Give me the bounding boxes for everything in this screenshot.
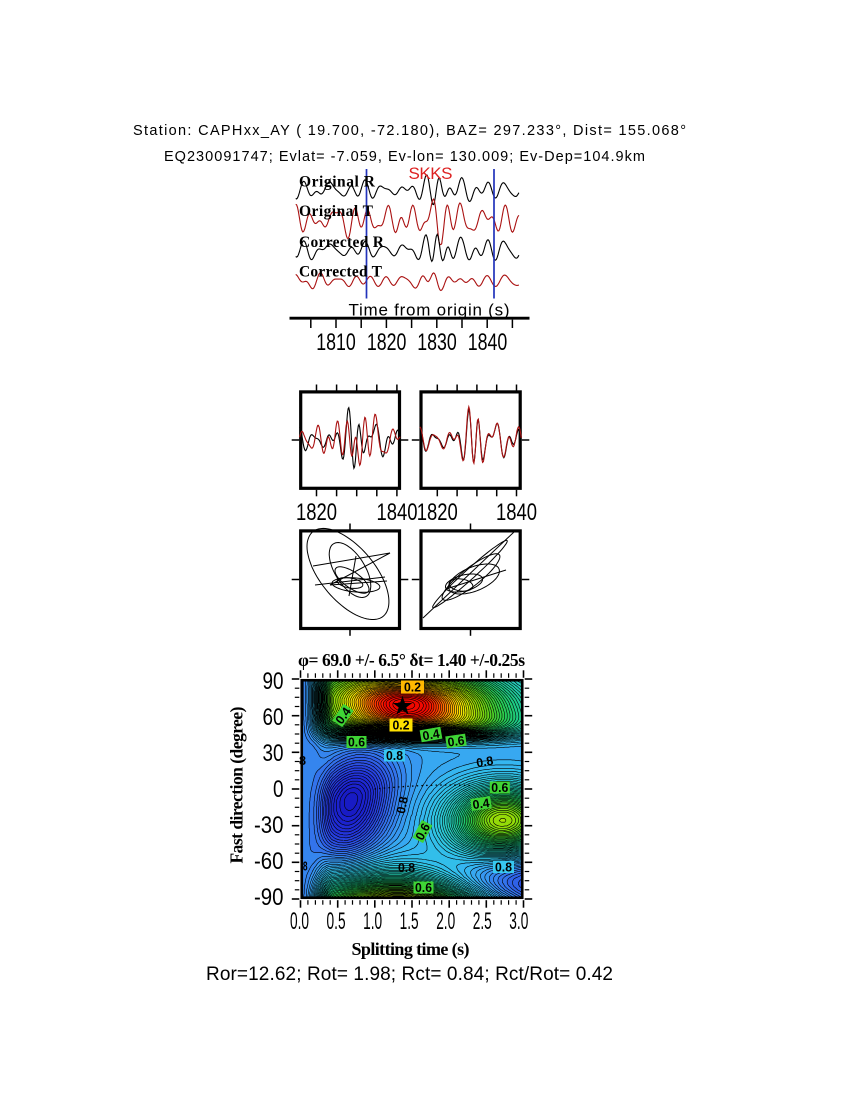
svg-text:90: 90 bbox=[263, 668, 284, 695]
svg-text:2.0: 2.0 bbox=[436, 908, 455, 935]
svg-text:Time from origin (s): Time from origin (s) bbox=[349, 301, 510, 320]
svg-text:-90: -90 bbox=[254, 884, 284, 911]
svg-text:1840: 1840 bbox=[496, 499, 537, 526]
svg-text:2.5: 2.5 bbox=[473, 908, 492, 935]
svg-text:EQ230091747; Evlat= -7.059, E: EQ230091747; Evlat= -7.059, Ev-lon= 130.… bbox=[164, 149, 645, 165]
svg-text:0.6: 0.6 bbox=[491, 781, 508, 795]
svg-text:0.5: 0.5 bbox=[327, 908, 346, 935]
svg-text:1810: 1810 bbox=[316, 329, 356, 356]
svg-text:0.4: 0.4 bbox=[472, 796, 491, 812]
svg-text:8: 8 bbox=[299, 754, 306, 768]
svg-text:0.2: 0.2 bbox=[404, 681, 421, 695]
svg-text:3.0: 3.0 bbox=[509, 908, 528, 935]
svg-text:Splitting time (s): Splitting time (s) bbox=[352, 939, 470, 960]
svg-text:SKKS: SKKS bbox=[409, 164, 453, 183]
svg-text:0.8: 0.8 bbox=[495, 861, 512, 875]
svg-text:1.0: 1.0 bbox=[363, 908, 382, 935]
svg-text:.8: .8 bbox=[301, 860, 308, 874]
svg-text:0.8: 0.8 bbox=[398, 861, 415, 875]
svg-text:1840: 1840 bbox=[468, 329, 508, 356]
svg-text:-30: -30 bbox=[254, 812, 284, 839]
svg-text:1820: 1820 bbox=[296, 499, 337, 526]
svg-text:φ= 69.0 +/- 6.5° δt= 1.40 +/-0: φ= 69.0 +/- 6.5° δt= 1.40 +/-0.25s bbox=[298, 650, 525, 670]
svg-text:1830: 1830 bbox=[417, 329, 457, 356]
svg-text:1.5: 1.5 bbox=[400, 908, 419, 935]
svg-text:0: 0 bbox=[273, 776, 284, 803]
svg-text:0.8: 0.8 bbox=[475, 754, 494, 771]
svg-text:30: 30 bbox=[263, 740, 284, 767]
svg-text:Original T: Original T bbox=[299, 203, 374, 220]
svg-text:Fast direction (degree): Fast direction (degree) bbox=[227, 706, 247, 863]
svg-text:-60: -60 bbox=[254, 848, 284, 875]
svg-text:0.8: 0.8 bbox=[386, 749, 403, 763]
svg-text:Corrected R: Corrected R bbox=[299, 234, 385, 251]
svg-text:0.6: 0.6 bbox=[415, 881, 432, 895]
svg-text:0.6: 0.6 bbox=[348, 736, 365, 750]
svg-text:Original R: Original R bbox=[299, 174, 376, 191]
svg-text:1820: 1820 bbox=[417, 499, 458, 526]
svg-text:60: 60 bbox=[263, 704, 284, 731]
svg-text:Corrected T: Corrected T bbox=[299, 264, 383, 281]
svg-text:0.4: 0.4 bbox=[422, 727, 441, 744]
svg-text:Ror=12.62; Rot= 1.98; Rct= 0.8: Ror=12.62; Rot= 1.98; Rct= 0.84; Rct/Rot… bbox=[206, 964, 613, 985]
svg-text:0.6: 0.6 bbox=[447, 733, 466, 749]
svg-text:0.2: 0.2 bbox=[393, 719, 410, 733]
svg-text:0.8: 0.8 bbox=[394, 795, 411, 815]
svg-text:1840: 1840 bbox=[377, 499, 418, 526]
svg-text:0.0: 0.0 bbox=[290, 908, 309, 935]
svg-text:1820: 1820 bbox=[367, 329, 407, 356]
